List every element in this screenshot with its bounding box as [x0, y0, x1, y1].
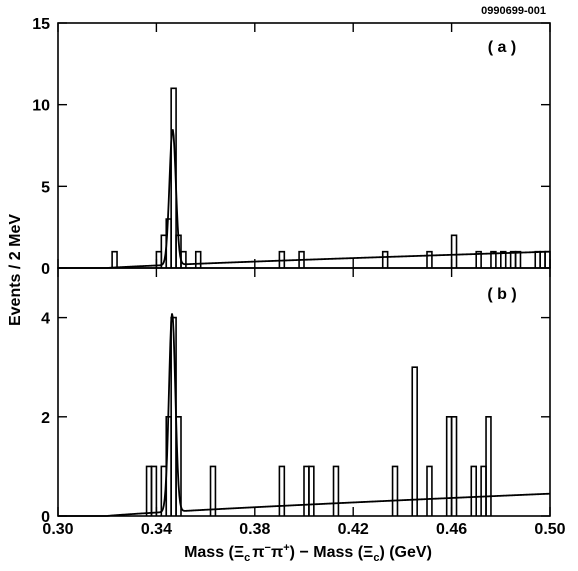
panel-a-y-tick-label: 10 [32, 98, 50, 115]
panel-a-y-tick-label: 15 [32, 16, 50, 33]
panel-b-histogram-bin [308, 465, 315, 516]
panel-b-histogram-bin [278, 465, 286, 516]
panel-b-y-tick-label: 2 [41, 410, 50, 427]
x-title-sup-minus: − [265, 542, 271, 554]
panel-b-label: ( b ) [487, 286, 516, 303]
figure-id: 0990699-001 [481, 5, 546, 17]
panel-a: 0 5 10 15 [32, 16, 551, 278]
x-title-pi-1: π [252, 544, 264, 561]
x-tick-label: 0.42 [338, 521, 369, 538]
panel-b-histogram-bin [391, 465, 399, 516]
x-axis: 0.30 0.34 0.38 0.42 0.46 0.50 [42, 521, 565, 538]
panel-b-fit-curve [58, 313, 551, 517]
x-title-sub-c-2: c [373, 552, 379, 564]
x-title-prefix: Mass ( [184, 544, 234, 561]
panel-b-histogram-bin [175, 416, 182, 516]
x-title-sup-plus: + [283, 542, 289, 554]
panel-a-histogram-bin [194, 250, 202, 268]
panel-a-histogram-bin [111, 250, 118, 268]
x-tick-label: 0.34 [141, 521, 172, 538]
panel-a-histogram-bin [450, 234, 458, 268]
panel-b-histogram-bin [470, 465, 477, 516]
x-title-middle: ) − Mass ( [290, 544, 364, 561]
panel-b-histogram-bin [450, 416, 458, 516]
panel-b-histogram-bin [209, 465, 217, 516]
panel-a-frame [57, 22, 551, 269]
panel-a-histogram-bin [490, 250, 497, 268]
panel-b-y-tick-label: 0 [41, 509, 50, 526]
panel-b-histogram-bin [426, 465, 433, 516]
x-title-suffix: ) (GeV) [379, 544, 431, 561]
x-axis-title: Mass (Ξc π−π+) − Mass (Ξc) (GeV) [184, 542, 432, 564]
x-title-pi-2: π [271, 544, 283, 561]
panel-a-histogram-bin [500, 250, 507, 268]
x-title-xi-2: Ξ [363, 544, 373, 561]
panel-a-histogram-bin [426, 250, 433, 268]
panel-a-y-tick-label: 5 [41, 179, 50, 196]
x-title-xi: Ξ [234, 544, 244, 561]
panel-a-histogram-bin [514, 250, 522, 268]
panel-a-label: ( a ) [488, 39, 516, 56]
panel-a-fit-curve [58, 129, 551, 269]
x-tick-label: 0.30 [42, 521, 73, 538]
panel-b-histogram-bin [332, 465, 340, 516]
x-tick-label: 0.50 [534, 521, 565, 538]
y-axis-title: Events / 2 MeV [7, 214, 24, 326]
panel-b-histogram-bin [411, 366, 418, 516]
panel-a-histogram-bin [381, 250, 389, 268]
panel-a-histogram-bin [544, 250, 551, 268]
x-tick-label: 0.46 [436, 521, 467, 538]
panel-b-histogram-bin [150, 465, 158, 516]
panel-b-y-tick-label: 4 [41, 311, 50, 328]
panel-b: 0 2 4 [41, 268, 551, 526]
panel-a-y-tick-label: 0 [41, 261, 50, 278]
x-title-sub-c: c [244, 552, 250, 564]
panel-b-histogram-bin [485, 416, 492, 516]
x-tick-label: 0.38 [239, 521, 270, 538]
panel-a-histogram-bin [475, 250, 482, 268]
